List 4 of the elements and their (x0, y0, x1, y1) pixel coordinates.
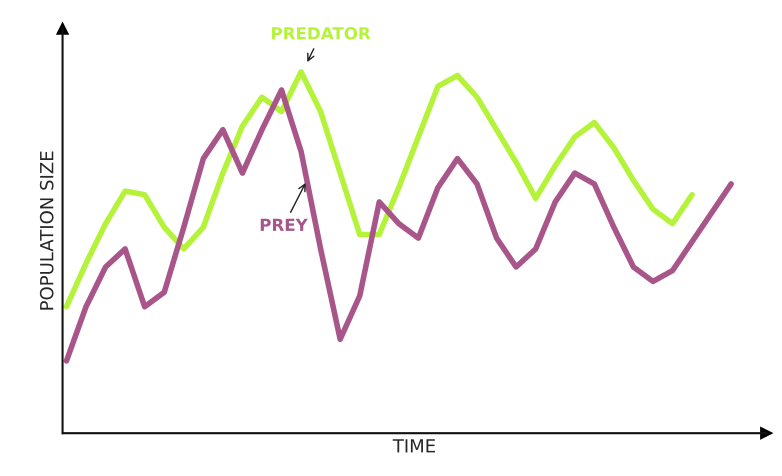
y-axis-title: POPULATION SIZE (40, 152, 54, 310)
series-label: PREY (260, 218, 308, 231)
x-axis-title: TIME (392, 439, 435, 452)
text: PREDATOR (272, 27, 370, 40)
